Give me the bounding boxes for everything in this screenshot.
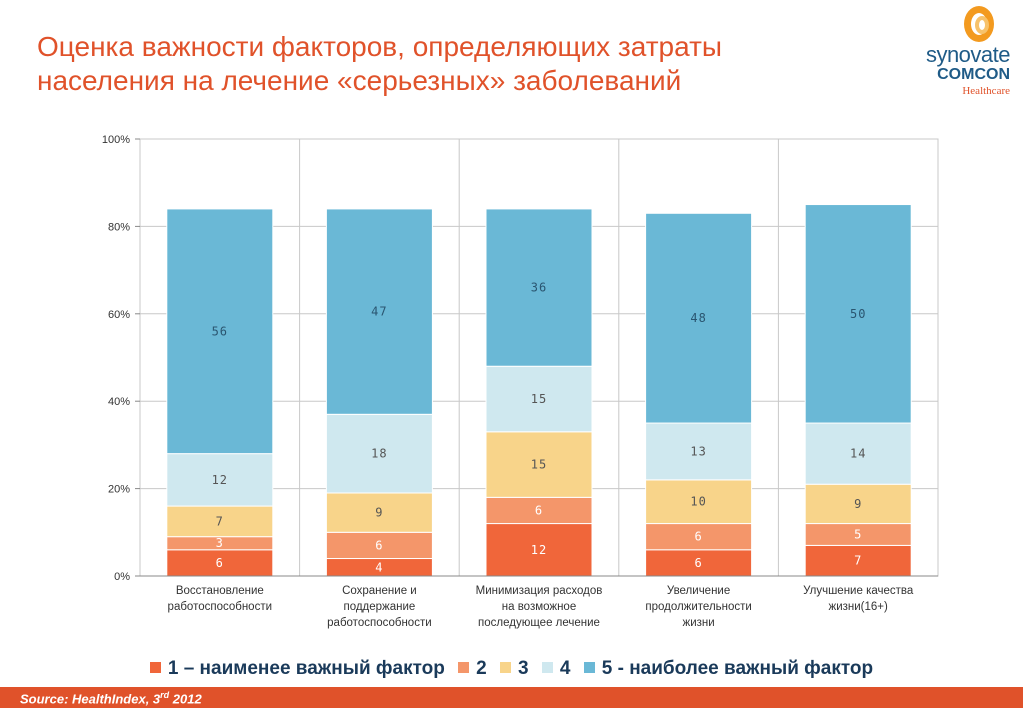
bar-segment xyxy=(166,505,274,538)
data-label: 47 xyxy=(371,305,387,319)
bar-segment xyxy=(645,479,753,525)
data-label: 12 xyxy=(212,473,228,487)
x-category-label: работоспособности xyxy=(327,617,431,629)
source-note: Source: HealthIndex, 3rd 2012 xyxy=(20,690,202,706)
source-suffix: 2012 xyxy=(169,691,202,707)
logo-ring-icon xyxy=(964,6,994,42)
x-category-label: жизни(16+) xyxy=(829,601,889,613)
x-category-label: Восстановление xyxy=(176,585,264,597)
source-prefix: Source: HealthIndex, 3 xyxy=(20,691,161,707)
data-label: 6 xyxy=(535,503,543,517)
data-label: 56 xyxy=(212,324,228,338)
data-label: 15 xyxy=(531,458,547,472)
legend-label-5: 5 - наиболее важный фактор xyxy=(601,658,874,679)
logo-name: synovate xyxy=(925,42,1011,67)
page-title: Оценка важности факторов, определяющих з… xyxy=(37,31,723,96)
bar-segment xyxy=(804,544,912,577)
chart-legend: 1 – наименее важный фактор 2 3 4 5 - наи… xyxy=(0,658,1023,680)
legend-label-1: 1 – наименее важный фактор xyxy=(167,658,445,679)
data-label: 5 xyxy=(854,527,862,541)
x-category-label: Минимизация расходов xyxy=(476,585,603,597)
x-category-label: поддержание xyxy=(343,601,415,613)
logo-healthcare: Healthcare xyxy=(962,85,1010,97)
legend-swatch-4 xyxy=(541,662,553,673)
bar-segment xyxy=(485,365,593,433)
x-category-label: на возможное xyxy=(502,601,576,613)
legend-label-4: 4 xyxy=(559,658,571,679)
legend-label-3: 3 xyxy=(518,658,529,679)
bar-segment xyxy=(166,208,274,455)
data-label: 15 xyxy=(531,392,547,406)
legend-swatch-1 xyxy=(149,662,161,673)
x-category-label: жизни xyxy=(683,617,715,629)
y-tick-label: 60% xyxy=(108,309,130,321)
legend-item-2: 2 xyxy=(458,658,487,680)
stacked-bar-chart: 0%20%40%60%80%100%6371256Восстановлениер… xyxy=(102,134,939,629)
data-label: 4 xyxy=(375,560,383,574)
data-label: 6 xyxy=(694,556,702,570)
data-label: 9 xyxy=(375,506,383,520)
y-tick-label: 80% xyxy=(108,221,130,233)
x-category-label: продолжительности xyxy=(645,601,752,613)
data-label: 13 xyxy=(690,444,706,458)
x-category-label: Увеличение xyxy=(667,585,730,597)
data-label: 6 xyxy=(694,530,702,544)
data-label: 12 xyxy=(531,543,547,557)
y-tick-label: 40% xyxy=(108,396,130,408)
bar-segment xyxy=(804,422,912,485)
data-label: 7 xyxy=(216,514,224,528)
data-label: 48 xyxy=(690,311,706,325)
data-label: 7 xyxy=(854,554,862,568)
y-tick-label: 0% xyxy=(114,571,130,583)
bar-segment xyxy=(325,208,433,415)
data-label: 9 xyxy=(854,497,862,511)
bar-segment xyxy=(325,531,433,560)
synovate-logo: synovate COMCON Healthcare xyxy=(880,6,1020,101)
data-label: 36 xyxy=(531,281,547,295)
y-tick-label: 100% xyxy=(102,134,130,146)
legend-item-3: 3 xyxy=(500,658,529,680)
bar-segment xyxy=(485,431,593,498)
legend-item-1: 1 – наименее важный фактор xyxy=(149,658,445,680)
x-category-label: последующее лечение xyxy=(478,617,600,629)
x-category-label: Сохранение и xyxy=(342,585,417,597)
data-label: 14 xyxy=(850,447,866,461)
bar-segment xyxy=(645,549,753,577)
bar-segment xyxy=(166,453,274,507)
legend-item-4: 4 xyxy=(541,658,571,680)
y-tick-label: 20% xyxy=(108,484,130,496)
bar-segment xyxy=(485,496,593,525)
x-category-label: работоспособности xyxy=(168,601,272,613)
bar-segment xyxy=(325,492,433,533)
data-label: 6 xyxy=(375,538,383,552)
logo-ring-inner-icon xyxy=(975,16,989,34)
legend-label-2: 2 xyxy=(476,658,487,679)
legend-swatch-3 xyxy=(500,662,512,673)
bar-segment xyxy=(645,422,753,481)
data-label: 50 xyxy=(850,307,866,321)
bar-segment xyxy=(804,483,912,525)
bar-segment xyxy=(485,208,593,367)
bar-segment xyxy=(645,212,753,424)
data-label: 3 xyxy=(216,536,224,550)
bar-segment xyxy=(804,204,912,424)
legend-swatch-5 xyxy=(583,662,595,673)
data-label: 18 xyxy=(371,447,387,461)
data-label: 10 xyxy=(690,495,706,509)
source-sup: rd xyxy=(160,690,170,700)
logo-comcon: COMCON xyxy=(937,66,1010,83)
legend-item-5: 5 - наиболее важный фактор xyxy=(583,658,874,680)
data-label: 6 xyxy=(216,556,224,570)
x-category-label: Улучшение качества xyxy=(803,585,914,597)
legend-swatch-2 xyxy=(458,662,470,673)
footer-bar: Source: HealthIndex, 3rd 2012 xyxy=(0,687,1023,708)
